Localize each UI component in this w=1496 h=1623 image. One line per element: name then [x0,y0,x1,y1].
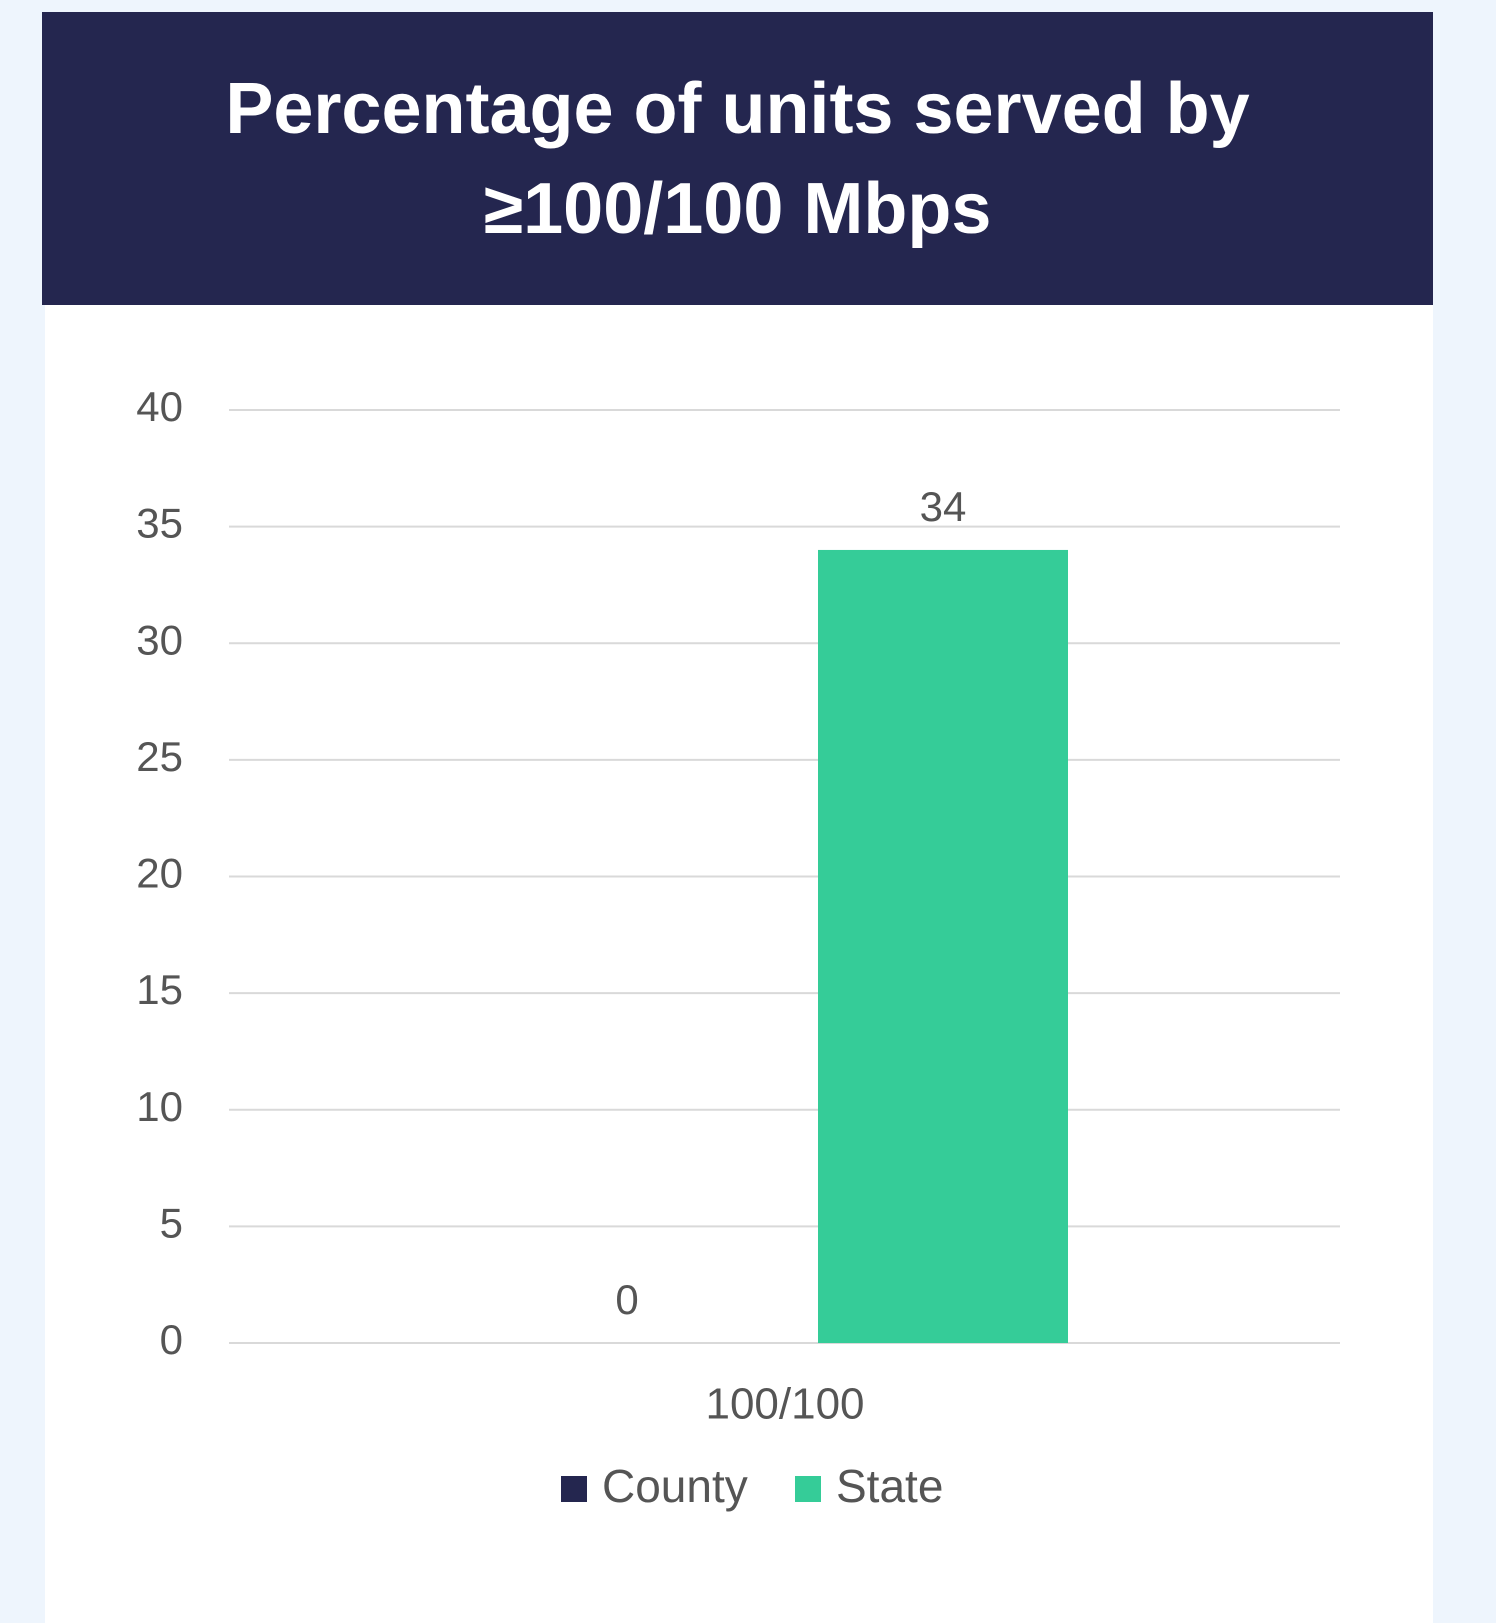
y-tick-label: 30 [136,616,183,663]
y-tick-label: 25 [136,733,183,780]
legend-label: County [602,1460,748,1512]
header: Percentage of units served by ≥100/100 M… [42,12,1433,305]
y-tick-label: 35 [136,500,183,547]
y-tick-label: 5 [160,1199,183,1246]
x-tick-label: 100/100 [705,1380,864,1429]
bar [818,549,1068,1343]
y-tick-label: 0 [160,1316,183,1363]
chart-title: Percentage of units served by ≥100/100 M… [225,68,1250,249]
legend-swatch [795,1476,821,1502]
legend-label: State [836,1460,943,1512]
data-label: 0 [615,1276,638,1323]
y-tick-label: 15 [136,966,183,1013]
y-tick-label: 40 [136,383,183,430]
y-tick-label: 10 [136,1083,183,1130]
legend-swatch [561,1476,587,1502]
data-label: 34 [920,483,967,530]
y-tick-label: 20 [136,850,183,897]
